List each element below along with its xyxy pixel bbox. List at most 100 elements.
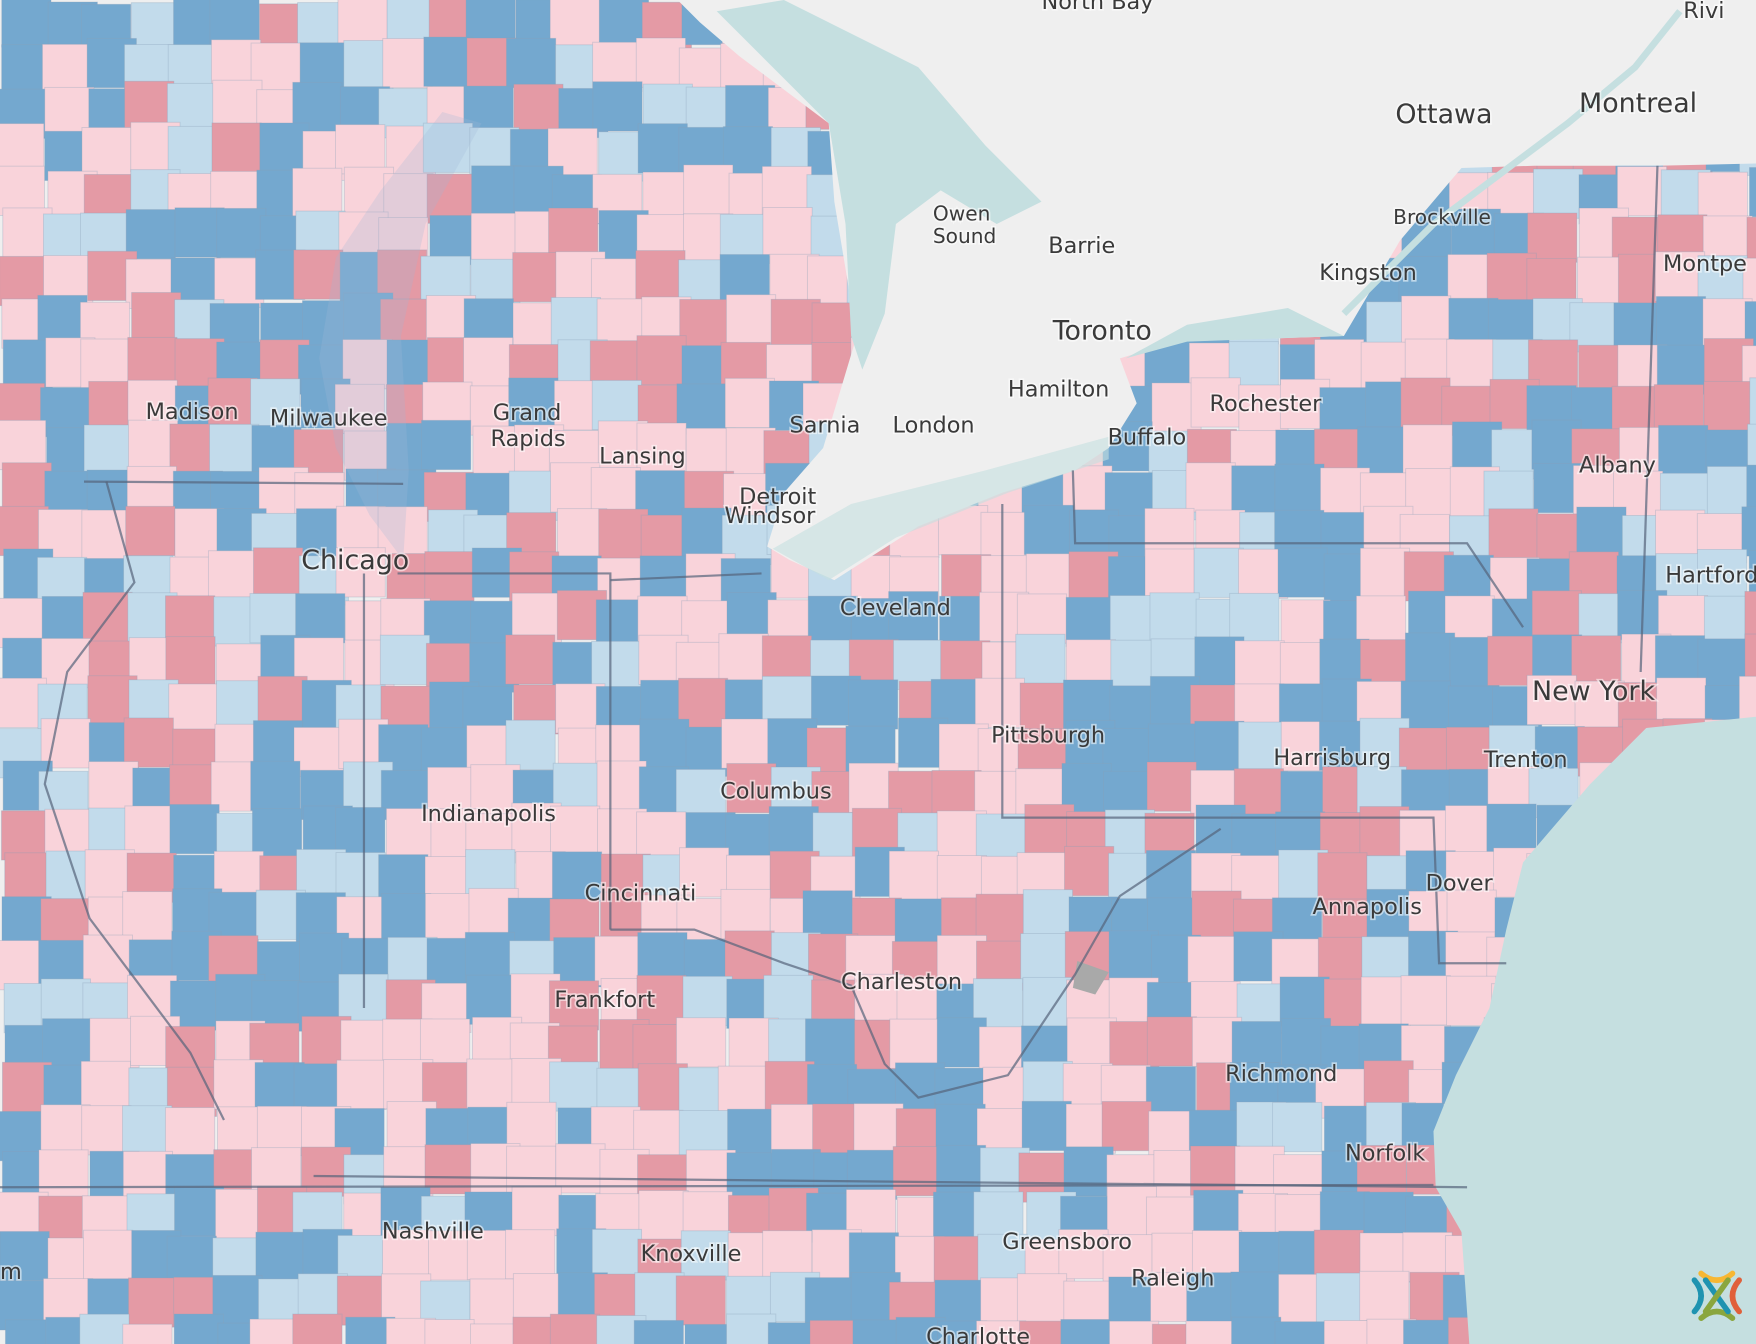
county[interactable]: [88, 761, 139, 812]
county[interactable]: [1444, 805, 1496, 856]
county[interactable]: [888, 591, 939, 642]
county[interactable]: [1272, 1101, 1323, 1153]
county[interactable]: [935, 1144, 987, 1196]
county[interactable]: [257, 675, 308, 727]
county[interactable]: [725, 294, 777, 345]
county[interactable]: [41, 43, 93, 95]
county[interactable]: [80, 338, 131, 389]
county[interactable]: [2, 339, 53, 390]
county[interactable]: [1146, 1016, 1198, 1067]
county[interactable]: [463, 337, 514, 388]
county[interactable]: [423, 600, 474, 651]
county[interactable]: [169, 804, 220, 855]
county[interactable]: [592, 81, 643, 132]
county[interactable]: [549, 1061, 600, 1112]
county[interactable]: [335, 124, 386, 175]
county[interactable]: [937, 505, 989, 556]
county[interactable]: [764, 1060, 815, 1112]
county[interactable]: [212, 79, 263, 130]
county[interactable]: [1185, 462, 1236, 513]
county[interactable]: [83, 424, 134, 475]
county[interactable]: [1323, 1320, 1374, 1344]
county[interactable]: [726, 763, 777, 814]
county[interactable]: [427, 766, 478, 818]
county[interactable]: [684, 1323, 735, 1344]
county[interactable]: [470, 764, 521, 815]
county[interactable]: [1445, 726, 1497, 777]
county[interactable]: [466, 1058, 517, 1109]
county[interactable]: [505, 1229, 556, 1280]
county[interactable]: [804, 1277, 855, 1328]
county[interactable]: [1611, 385, 1662, 437]
county[interactable]: [1190, 1145, 1241, 1196]
county[interactable]: [1571, 635, 1622, 686]
county[interactable]: [1023, 504, 1075, 555]
county[interactable]: [550, 297, 601, 348]
county[interactable]: [1574, 680, 1625, 731]
county[interactable]: [1446, 338, 1497, 390]
county[interactable]: [125, 209, 176, 260]
county[interactable]: [894, 898, 945, 949]
county[interactable]: [553, 937, 604, 988]
county[interactable]: [892, 1146, 943, 1197]
county[interactable]: [1738, 675, 1756, 727]
county[interactable]: [512, 252, 563, 303]
county[interactable]: [249, 1318, 300, 1344]
county[interactable]: [173, 1313, 224, 1344]
county[interactable]: [1108, 930, 1159, 981]
county[interactable]: [1015, 633, 1066, 685]
county[interactable]: [426, 173, 477, 224]
county[interactable]: [508, 470, 559, 521]
county[interactable]: [767, 1322, 818, 1344]
county[interactable]: [1703, 380, 1754, 432]
county[interactable]: [1230, 1271, 1281, 1322]
county[interactable]: [471, 165, 522, 216]
county[interactable]: [1655, 553, 1706, 604]
county[interactable]: [4, 852, 55, 903]
county[interactable]: [464, 931, 516, 983]
county[interactable]: [470, 1323, 521, 1344]
county[interactable]: [424, 1319, 475, 1344]
county[interactable]: [250, 760, 301, 811]
county[interactable]: [376, 249, 428, 300]
county[interactable]: [251, 808, 303, 859]
county[interactable]: [549, 1313, 601, 1344]
county[interactable]: [1238, 384, 1289, 435]
county[interactable]: [83, 1229, 134, 1280]
county[interactable]: [1187, 935, 1238, 987]
county[interactable]: [762, 207, 813, 258]
county[interactable]: [379, 634, 431, 685]
county[interactable]: [1066, 1017, 1117, 1068]
county[interactable]: [0, 123, 45, 174]
county[interactable]: [679, 299, 730, 350]
county[interactable]: [292, 81, 343, 133]
county[interactable]: [0, 419, 47, 471]
county[interactable]: [1746, 464, 1756, 515]
county[interactable]: [513, 83, 564, 134]
county[interactable]: [1697, 171, 1748, 222]
county[interactable]: [292, 167, 343, 218]
county[interactable]: [633, 1319, 684, 1344]
county[interactable]: [1234, 640, 1285, 691]
county[interactable]: [127, 336, 178, 388]
county[interactable]: [421, 419, 472, 471]
county[interactable]: [1231, 465, 1282, 516]
county[interactable]: [1355, 595, 1407, 646]
esri-style-logo-icon[interactable]: [1691, 1270, 1743, 1322]
county[interactable]: [1747, 423, 1756, 474]
county[interactable]: [550, 805, 601, 856]
county[interactable]: [1748, 549, 1756, 601]
county[interactable]: [549, 0, 600, 50]
county[interactable]: [1488, 508, 1539, 559]
county[interactable]: [1024, 803, 1075, 855]
county[interactable]: [1, 0, 52, 48]
county[interactable]: [1279, 976, 1330, 1027]
county[interactable]: [259, 122, 310, 173]
county[interactable]: [336, 1059, 387, 1110]
county[interactable]: [1398, 727, 1449, 778]
county[interactable]: [469, 1278, 520, 1329]
county[interactable]: [1403, 1319, 1454, 1344]
county[interactable]: [1021, 1100, 1072, 1152]
county[interactable]: [174, 207, 225, 258]
county[interactable]: [724, 930, 775, 981]
